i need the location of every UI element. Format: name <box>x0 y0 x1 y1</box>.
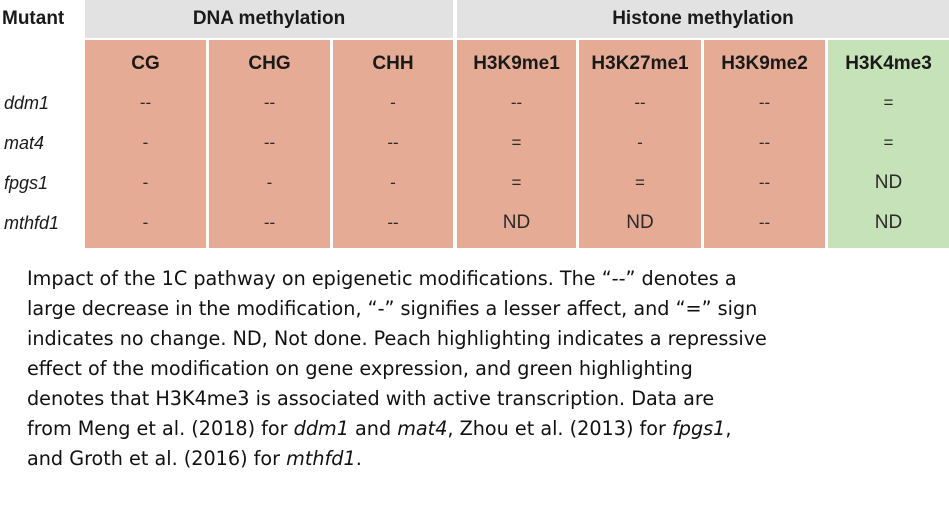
table-cell: -- <box>758 133 771 152</box>
table-cell: -- <box>758 93 771 112</box>
row-mutant-label: fpgs1 <box>4 173 49 193</box>
column-background <box>457 40 576 248</box>
table-cell: -- <box>263 213 276 232</box>
caption-gene-name: mthfd1 <box>286 447 356 470</box>
column-background <box>828 40 949 248</box>
table-cell: - <box>266 173 273 192</box>
caption-line: large decrease in the modification, “-” … <box>27 297 758 320</box>
dna-methylation-header: DNA methylation <box>192 8 346 29</box>
column-background <box>85 40 206 248</box>
table-cell: - <box>142 213 149 232</box>
histone-methylation-header-band <box>457 0 949 38</box>
table-cell: -- <box>634 93 646 112</box>
table-cell: = <box>883 93 894 112</box>
table-cell: -- <box>758 173 771 192</box>
column-background <box>704 40 825 248</box>
histone-methylation-header: Histone methylation <box>612 8 794 29</box>
column-background <box>209 40 330 248</box>
table-cell: -- <box>263 133 276 152</box>
table-cell: -- <box>263 93 276 112</box>
caption-gene-name: mat4 <box>397 417 448 440</box>
table-cell: - <box>142 173 149 192</box>
column-header: CG <box>131 53 160 74</box>
table-cell: -- <box>510 93 523 112</box>
row-mutant-label: mat4 <box>4 133 45 153</box>
row-mutant-label: mthfd1 <box>4 213 60 233</box>
column-background <box>579 40 701 248</box>
column-header: H3K27me1 <box>591 53 689 74</box>
dna-methylation-header-band <box>85 0 453 38</box>
caption-text: and <box>348 417 398 440</box>
caption-line: and Groth et al. (2016) for mthfd1. <box>27 444 942 474</box>
table-cell: - <box>142 133 149 152</box>
column-background <box>333 40 453 248</box>
column-header: H3K9me1 <box>473 53 560 74</box>
epigenetic-table: Mutant DNA methylation Histone methylati… <box>0 0 949 250</box>
table-cell: -- <box>139 93 152 112</box>
caption-text: , Zhou et al. (2013) for <box>447 417 673 440</box>
table-cell: = <box>511 133 522 152</box>
caption-line: Impact of the 1C pathway on epigenetic m… <box>27 267 737 290</box>
caption-line: effect of the modification on gene expre… <box>27 357 693 380</box>
table-cell: ND <box>874 212 903 233</box>
caption-text: , <box>725 417 732 440</box>
table-cell: -- <box>758 213 771 232</box>
column-header: CHH <box>372 53 414 74</box>
table-cell: -- <box>387 213 399 232</box>
column-header: CHG <box>248 53 291 74</box>
column-header: H3K4me3 <box>845 53 932 74</box>
caption-line: indicates no change. ND, Not done. Peach… <box>27 327 767 350</box>
caption-text: . <box>355 447 362 470</box>
figure-caption: Impact of the 1C pathway on epigenetic m… <box>27 264 942 474</box>
table-cell: ND <box>502 212 531 233</box>
table-cell: ND <box>874 172 903 193</box>
table-cell: = <box>883 133 894 152</box>
caption-gene-name: ddm1 <box>293 417 349 440</box>
mutant-header: Mutant <box>2 8 65 29</box>
table-cell: -- <box>387 133 399 152</box>
table-cell: - <box>390 173 396 192</box>
caption-gene-name: fpgs1 <box>672 417 726 440</box>
caption-text: and Groth et al. (2016) for <box>27 447 287 470</box>
caption-text: from Meng et al. (2018) for <box>27 417 294 440</box>
table-cell: ND <box>626 212 654 233</box>
table-cell: = <box>511 173 522 192</box>
caption-line: from Meng et al. (2018) for ddm1 and mat… <box>27 414 942 444</box>
table-cell: - <box>637 133 643 152</box>
column-header: H3K9me2 <box>721 53 808 74</box>
caption-line: denotes that H3K4me3 is associated with … <box>27 387 715 410</box>
row-mutant-label: ddm1 <box>4 93 50 113</box>
table-cell: - <box>390 93 396 112</box>
table-cell: = <box>635 173 645 192</box>
